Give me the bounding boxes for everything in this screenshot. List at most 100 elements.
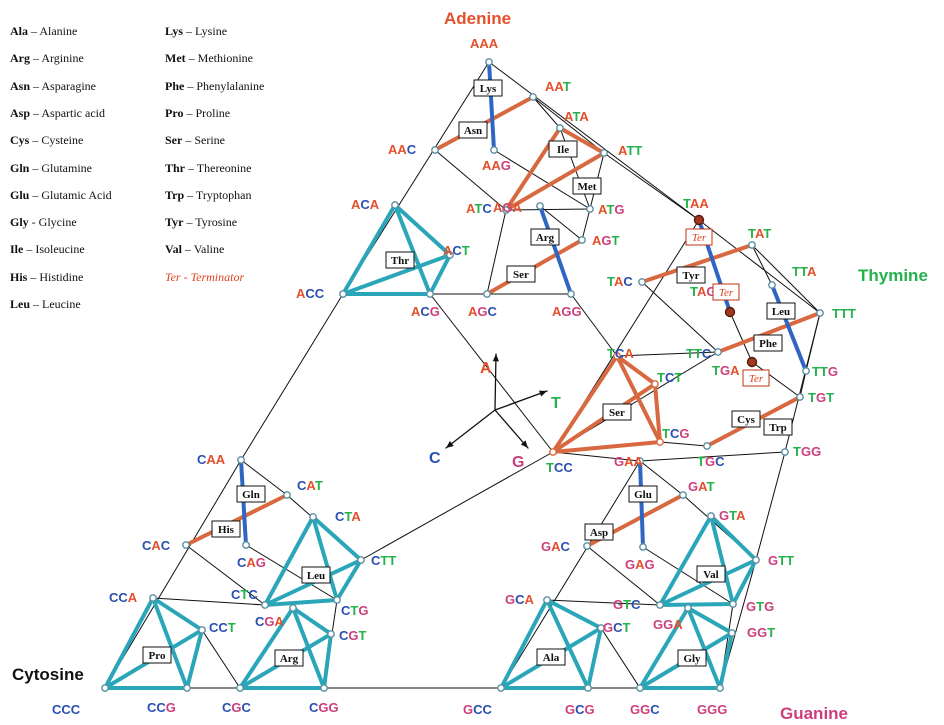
frame-line	[642, 546, 734, 605]
codon-letter: A	[697, 284, 707, 299]
codon-letter: T	[359, 628, 367, 643]
codon-label-ctt: CTT	[371, 553, 396, 568]
codon-letter: G	[329, 700, 339, 715]
tetra-edge	[658, 514, 713, 607]
tetra-edge	[151, 596, 204, 632]
axis-arrow-line	[445, 409, 496, 449]
codon-node	[236, 684, 244, 692]
codon-letter: G	[640, 702, 650, 717]
codon-letter: T	[674, 370, 682, 385]
codon-letter: T	[315, 478, 323, 493]
legend-name: – Tyrosine	[183, 215, 238, 230]
codon-letter: A	[634, 454, 644, 469]
amino-acid-label-ser: Ser	[513, 269, 529, 281]
frame-line	[486, 209, 507, 295]
legend-abbr: Asp	[10, 105, 31, 120]
codon-letter: T	[792, 264, 800, 279]
codon-node	[656, 601, 664, 609]
codon-letter: T	[690, 284, 698, 299]
codon-letter: C	[623, 274, 633, 289]
codon-letter: T	[546, 460, 554, 475]
amino-acid-label-trp: Trp	[769, 422, 787, 434]
codon-label-ttc: TTC	[686, 346, 712, 361]
codon-letter: C	[118, 590, 128, 605]
codon-node	[556, 124, 564, 132]
legend-entry-leu: Leu – Leucine	[10, 297, 81, 312]
legend-entry-glu: Glu – Glutamic Acid	[10, 188, 112, 203]
codon-letter: T	[808, 390, 816, 405]
amino-acid-box	[301, 566, 331, 584]
tetra-edge	[185, 628, 204, 690]
terminator-label: Ter	[719, 287, 734, 299]
amino-acid-box	[766, 302, 796, 320]
amino-acid-label-his: His	[218, 524, 235, 536]
codon-node	[693, 214, 705, 226]
codon-label-atc: ATC	[466, 201, 492, 216]
codon-letter: A	[370, 197, 380, 212]
codon-letter: G	[706, 284, 716, 299]
amino-acid-box	[628, 485, 658, 503]
tetra-edge	[709, 514, 735, 606]
amino-acid-box	[530, 228, 560, 246]
codon-node	[584, 684, 592, 692]
frame-line	[552, 451, 641, 462]
tetra-edge	[151, 596, 189, 690]
frame-line	[152, 597, 266, 606]
codon-letter: G	[358, 603, 368, 618]
frame-line	[639, 451, 786, 462]
amino-acid-box	[763, 418, 793, 436]
codon-node	[597, 624, 605, 632]
amino-acid-box	[236, 485, 266, 503]
tetra-edge	[291, 606, 333, 636]
codon-node	[242, 541, 250, 549]
axis-arrow-head	[446, 441, 454, 448]
codon-letter: C	[702, 346, 712, 361]
legend-name: – Methionine	[185, 51, 253, 66]
codon-node	[502, 206, 510, 214]
tetra-edge	[103, 596, 155, 690]
codon-node	[768, 281, 776, 289]
codon-letter: C	[715, 454, 725, 469]
codon-letter: C	[297, 478, 307, 493]
codon-letter: G	[505, 592, 515, 607]
codon-letter: G	[256, 555, 266, 570]
codon-label-aaa: AAA	[470, 36, 499, 51]
codon-label-ttg: TTG	[812, 364, 838, 379]
axis-label-t: T	[551, 395, 561, 412]
corner-label-adenine: Adenine	[444, 9, 511, 28]
codon-letter: G	[614, 454, 624, 469]
codon-node	[586, 205, 594, 213]
codon-node	[679, 491, 687, 499]
codon-letter: G	[625, 557, 635, 572]
legend-name: – Serine	[182, 133, 225, 148]
legend-name: - Terminator	[180, 269, 245, 284]
codon-letter: G	[764, 599, 774, 614]
corner-label-cytosine: Cytosine	[12, 665, 84, 684]
amino-acid-label-met: Met	[578, 181, 597, 193]
legend-abbr: Val	[165, 242, 182, 257]
legend-entry-his: His – Histidine	[10, 270, 83, 285]
codon-node	[583, 542, 591, 550]
codon-label-act: ACT	[443, 243, 470, 258]
codon-letter: A	[493, 200, 503, 215]
codon-letter: G	[707, 702, 717, 717]
amino-acid-label-ala: Ala	[543, 652, 560, 664]
codon-letter: A	[306, 478, 316, 493]
codon-node	[101, 684, 109, 692]
codon-letter: T	[756, 599, 764, 614]
codon-letter: C	[161, 538, 171, 553]
legend-abbr: Ter	[165, 269, 181, 284]
legend-entry-gln: Gln – Glutamine	[10, 161, 92, 176]
codon-label-tct: TCT	[657, 370, 682, 385]
codon-letter: G	[463, 702, 473, 717]
frame-line	[434, 149, 507, 211]
axis-arrow-head	[492, 354, 499, 362]
frame-line	[639, 460, 684, 496]
codon-letter: T	[607, 346, 615, 361]
codon-letter: A	[545, 79, 555, 94]
tetra-edge	[393, 203, 452, 257]
codon-letter: T	[848, 306, 856, 321]
codon-label-ata: ATA	[564, 109, 589, 124]
tetra-edge	[686, 606, 734, 635]
codon-letter: A	[592, 233, 602, 248]
